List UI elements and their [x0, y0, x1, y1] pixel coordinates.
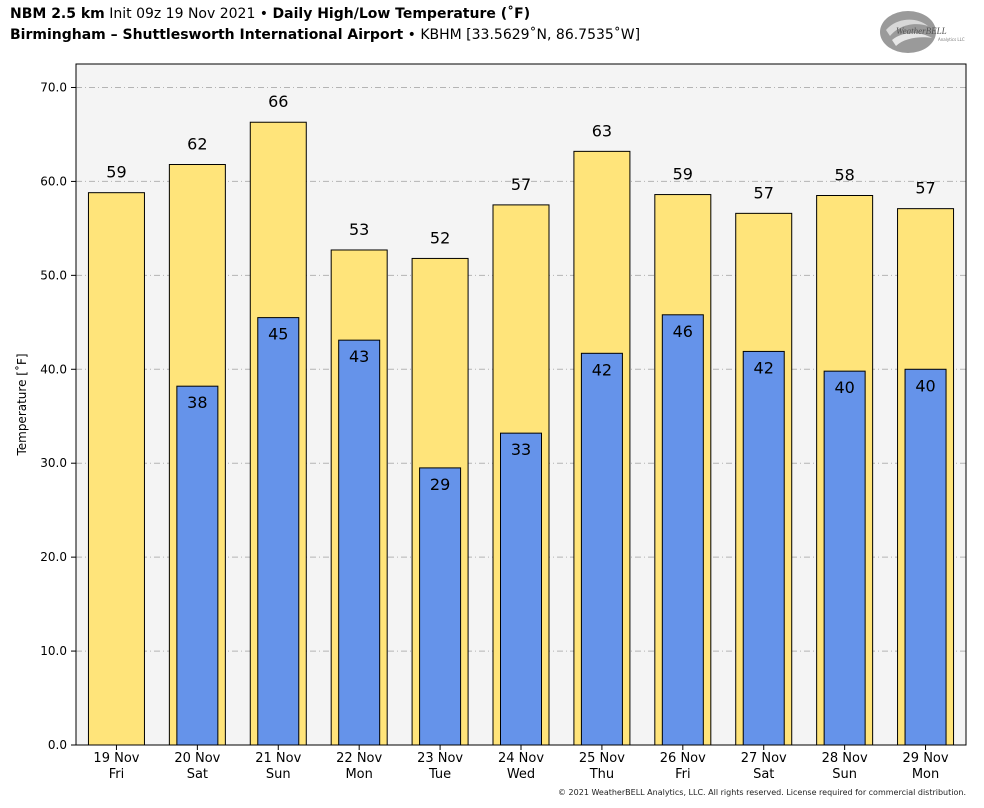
x-tick-label-date: 25 Nov — [579, 751, 625, 766]
high-temp-label: 58 — [834, 166, 854, 185]
y-tick-label: 30.0 — [40, 456, 67, 470]
low-temp-bar — [176, 385, 219, 746]
low-temp-label: 33 — [511, 440, 531, 459]
model-name: NBM 2.5 km — [10, 6, 105, 22]
x-tick-label-date: 23 Nov — [417, 751, 463, 766]
station-id: KBHM [33.5629˚N, 86.7535˚W] — [420, 27, 641, 43]
y-tick-label: 40.0 — [40, 362, 67, 376]
y-tick-label: 70.0 — [40, 80, 67, 94]
y-tick-label: 50.0 — [40, 268, 67, 282]
low-temp-bar — [419, 467, 462, 746]
low-temp-label: 40 — [834, 378, 854, 397]
x-tick-label-day: Thu — [589, 767, 614, 782]
low-temp-label: 43 — [349, 347, 369, 366]
low-temp-bar — [661, 314, 704, 746]
x-tick-label-date: 22 Nov — [336, 751, 382, 766]
y-tick-label: 20.0 — [40, 550, 67, 564]
weatherbell-logo: WeatherBELL Analytics LLC — [880, 11, 965, 53]
high-temp-label: 53 — [349, 220, 369, 239]
title-separator: • — [255, 6, 273, 22]
low-temp-bar — [338, 339, 381, 746]
chart-subtitle: Birmingham – Shuttlesworth International… — [10, 27, 640, 43]
low-temp-label: 38 — [187, 393, 207, 412]
high-temp-label: 52 — [430, 228, 450, 247]
x-tick-label-day: Sun — [266, 767, 291, 782]
x-tick-label-day: Tue — [428, 767, 451, 782]
low-temp-label: 40 — [915, 376, 935, 395]
y-tick-label: 0.0 — [48, 738, 67, 752]
x-tick-label-date: 24 Nov — [498, 751, 544, 766]
high-temp-label: 66 — [268, 92, 288, 111]
x-tick-label-date: 21 Nov — [255, 751, 301, 766]
x-tick-label-day: Fri — [109, 767, 125, 782]
low-temp-bar — [904, 368, 947, 746]
y-tick-label: 10.0 — [40, 644, 67, 658]
high-temp-label: 59 — [673, 165, 693, 184]
high-temp-label: 57 — [915, 179, 935, 198]
svg-text:WeatherBELL: WeatherBELL — [896, 26, 947, 36]
x-tick-label-date: 28 Nov — [822, 751, 868, 766]
y-tick-label: 60.0 — [40, 174, 67, 188]
x-tick-label-date: 29 Nov — [903, 751, 949, 766]
high-temp-bar — [87, 192, 145, 746]
product-name: Daily High/Low Temperature (˚F) — [272, 6, 531, 22]
x-tick-label-date: 26 Nov — [660, 751, 706, 766]
low-temp-label: 42 — [592, 360, 612, 379]
x-tick-label-date: 19 Nov — [93, 751, 139, 766]
x-tick-label-day: Sat — [187, 767, 208, 782]
subtitle-separator: • — [403, 27, 421, 43]
low-temp-label: 42 — [754, 358, 774, 377]
low-temp-bar — [580, 352, 623, 746]
high-temp-label: 63 — [592, 121, 612, 140]
copyright-notice: © 2021 WeatherBELL Analytics, LLC. All r… — [558, 788, 966, 797]
x-tick-label-day: Fri — [675, 767, 691, 782]
high-temp-label: 62 — [187, 135, 207, 154]
x-tick-label-day: Sun — [832, 767, 857, 782]
x-tick-label-date: 27 Nov — [741, 751, 787, 766]
x-tick-label-day: Sat — [753, 767, 774, 782]
x-tick-label-day: Wed — [507, 767, 535, 782]
low-temp-label: 29 — [430, 475, 450, 494]
svg-text:Analytics LLC: Analytics LLC — [938, 37, 965, 42]
station-name: Birmingham – Shuttlesworth International… — [10, 27, 404, 43]
high-temp-label: 57 — [511, 175, 531, 194]
high-temp-label: 59 — [106, 163, 126, 182]
init-time: Init 09z 19 Nov 2021 — [109, 6, 256, 22]
x-tick-label-day: Mon — [345, 767, 372, 782]
low-temp-label: 45 — [268, 325, 288, 344]
x-tick-label-date: 20 Nov — [174, 751, 220, 766]
low-temp-bar — [500, 432, 542, 746]
high-temp-label: 57 — [754, 183, 774, 202]
low-temp-label: 46 — [673, 322, 693, 341]
x-tick-label-day: Mon — [912, 767, 939, 782]
low-temp-bar — [257, 317, 300, 746]
y-axis-label: Temperature [˚F] — [14, 353, 29, 456]
chart-title: NBM 2.5 km Init 09z 19 Nov 2021 • Daily … — [10, 6, 530, 22]
low-temp-bar — [742, 350, 785, 746]
low-temp-bar — [823, 370, 866, 746]
